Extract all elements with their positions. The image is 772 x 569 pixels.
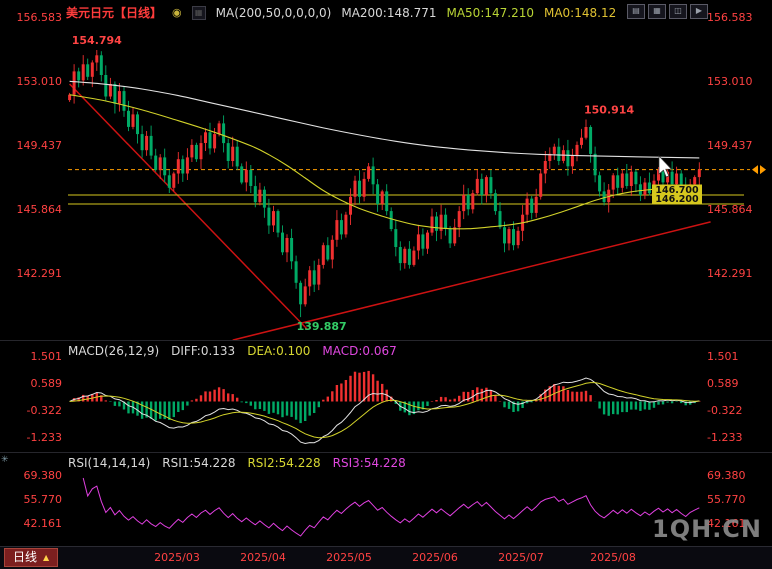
macd-title: MACD(26,12,9) — [68, 344, 160, 358]
price-annotation: 139.887 — [297, 320, 347, 333]
price-line-tag: 146.700 — [652, 184, 702, 196]
x-axis-label: 2025/03 — [154, 551, 200, 564]
symbol-title: 美元日元【日线】 — [66, 6, 163, 20]
y-axis-label: 149.437 — [16, 139, 63, 152]
rsi-axis-label: 55.770 — [23, 493, 63, 506]
trend-lines[interactable] — [69, 83, 711, 341]
layout-grid-icon[interactable]: ▦ — [648, 4, 666, 19]
macd-histogram — [72, 370, 701, 424]
y-axis-label: 156.583 — [707, 11, 753, 24]
layout-split-icon[interactable]: ◫ — [669, 4, 687, 19]
macd-axis-label: 0.589 — [707, 377, 739, 390]
macd-axis-label: -0.322 — [26, 404, 62, 417]
x-axis-label: 2025/06 — [412, 551, 458, 564]
rsi3-value: RSI3:54.228 — [332, 456, 406, 470]
link-icon[interactable]: ◉ — [172, 6, 182, 19]
bottom-bar — [0, 546, 772, 569]
y-axis-label: 149.437 — [707, 139, 753, 152]
svg-text:146.700: 146.700 — [655, 185, 699, 196]
rsi-title: RSI(14,14,14) — [68, 456, 151, 470]
ma-settings-label: MA(200,50,0,0,0,0) — [215, 5, 332, 20]
play-icon[interactable]: ▶ — [690, 4, 708, 19]
ma50-line — [69, 94, 700, 230]
macd-axis-label: 1.501 — [30, 350, 63, 363]
mouse-cursor — [658, 155, 673, 178]
ma200-line — [69, 80, 700, 159]
current-price-marker[interactable] — [752, 165, 766, 175]
rsi-axis-label: 69.380 — [23, 469, 63, 482]
macd-axis-label: 1.501 — [707, 350, 739, 363]
horizontal-price-lines[interactable] — [68, 194, 744, 205]
macd-axis-label: -0.322 — [707, 404, 743, 417]
y-axis-label: 145.864 — [707, 203, 753, 216]
y-axis-label: 153.010 — [16, 75, 63, 88]
chevron-up-icon: ▲ — [43, 553, 50, 562]
svg-text:146.200: 146.200 — [655, 194, 699, 205]
y-axis-label: 142.291 — [707, 267, 753, 280]
y-axis-label: 145.864 — [16, 203, 63, 216]
macd-axis-label: -1.233 — [26, 431, 62, 444]
rsi-header: RSI(14,14,14) RSI1:54.228 RSI2:54.228 RS… — [68, 456, 406, 470]
trend-line — [69, 83, 308, 330]
rsi-line — [82, 477, 700, 537]
y-axis-label: 156.583 — [16, 11, 63, 24]
macd-dea-value: DEA:0.100 — [247, 344, 311, 358]
ma0-value: MA0:148.12 — [543, 5, 617, 20]
macd-dea-line — [69, 382, 700, 439]
macd-header: MACD(26,12,9) DIFF:0.133 DEA:0.100 MACD:… — [68, 344, 397, 358]
tab-daily[interactable]: 日线 ▲ — [4, 548, 59, 567]
rsi2-value: RSI2:54.228 — [247, 456, 321, 470]
macd-diff-value: DIFF:0.133 — [171, 344, 236, 358]
watermark: 1QH.CN — [652, 515, 763, 543]
rsi1-value: RSI1:54.228 — [162, 456, 236, 470]
macd-axis-label: 0.589 — [30, 377, 63, 390]
chart-header: 美元日元【日线】 ◉ ▦ MA(200,50,0,0,0,0) MA200:14… — [66, 4, 616, 21]
price-line-tag: 146.200 — [652, 193, 702, 205]
window-buttons: ▤ ▦ ◫ ▶ — [627, 4, 708, 19]
panel-tool-icon[interactable]: ✳ — [1, 455, 9, 465]
x-axis-label: 2025/04 — [240, 551, 286, 564]
rsi-axis-label: 42.161 — [23, 517, 63, 530]
macd-axis-label: -1.233 — [707, 431, 743, 444]
y-axis-label: 153.010 — [707, 75, 753, 88]
candlesticks — [68, 50, 701, 318]
ma200-value: MA200:148.771 — [341, 5, 437, 20]
indicator-settings-icon[interactable]: ▦ — [191, 5, 206, 20]
tab-daily-label: 日线 — [13, 550, 38, 564]
price-annotation: 150.914 — [584, 104, 634, 117]
y-axis-label: 142.291 — [16, 267, 63, 280]
x-axis-label: 2025/07 — [498, 551, 544, 564]
rsi-axis-label: 55.770 — [707, 493, 746, 506]
price-annotation: 154.794 — [72, 34, 122, 47]
rsi-axis-label: 42.161 — [707, 517, 746, 530]
macd-value: MACD:0.067 — [322, 344, 397, 358]
trend-line — [232, 221, 711, 341]
ma50-value: MA50:147.210 — [446, 5, 534, 20]
rsi-axis-label: 69.380 — [707, 469, 746, 482]
panel-divider — [0, 452, 772, 453]
x-axis-label: 2025/05 — [326, 551, 372, 564]
panel-divider — [0, 340, 772, 341]
layout-single-icon[interactable]: ▤ — [627, 4, 645, 19]
x-axis-label: 2025/08 — [590, 551, 636, 564]
